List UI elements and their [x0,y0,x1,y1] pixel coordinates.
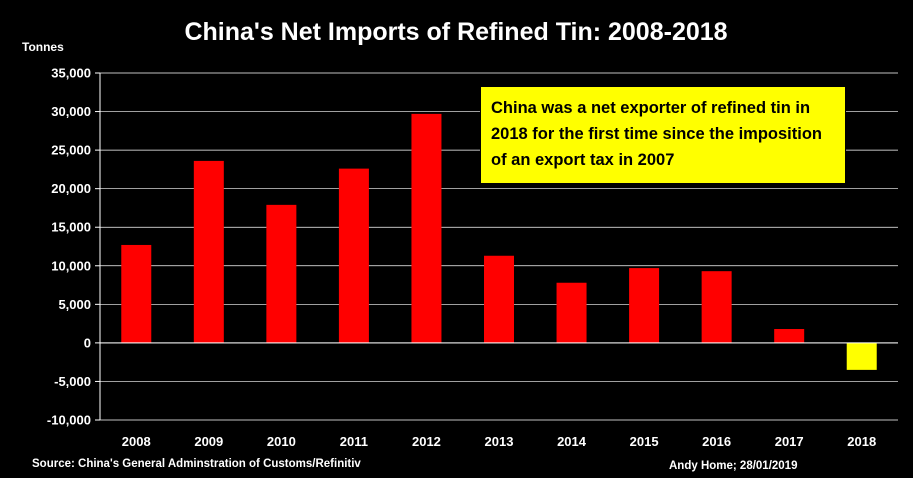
x-tick-label: 2015 [630,434,659,449]
x-axis-ticks: 2008 2009 2010 2011 2012 2013 2014 2015 2016 2017… [122,434,876,449]
x-tick-label: 2017 [775,434,804,449]
x-tick-label: 2009 [194,434,223,449]
author-note: Andy Home; 28/01/2019 [669,460,798,472]
x-tick-label: 2010 [267,434,296,449]
bar-2008 [121,244,152,343]
x-tick-label: 2011 [340,434,368,449]
y-tick-label: 15,000 [51,220,91,235]
x-tick-label: 2013 [485,434,514,449]
bar-2012 [411,113,442,343]
bar-2018 [846,342,877,370]
y-tick-label: 30,000 [51,104,91,119]
x-tick-label: 2018 [847,434,876,449]
x-tick-label: 2008 [122,434,151,449]
bar-2009 [193,160,224,343]
source-note: Source: China's General Adminstration of… [32,458,361,470]
chart-title: China's Net Imports of Refined Tin: 2008… [184,18,727,46]
x-tick-label: 2014 [557,434,587,449]
x-tick-label: 2016 [702,434,731,449]
y-tick-label: 5,000 [58,297,91,312]
bar-2014 [556,282,587,343]
y-tick-label: 10,000 [51,258,91,273]
bar-2013 [484,255,514,343]
y-tick-label: 25,000 [51,143,91,158]
y-tick-label: 20,000 [51,181,91,196]
bars [121,113,877,370]
bar-2016 [701,271,732,343]
bar-2011 [338,168,369,343]
y-tick-label: -10,000 [47,413,91,428]
bar-2010 [266,204,297,343]
x-tick-label: 2012 [412,434,441,449]
bar-2015 [629,268,660,343]
annotation-callout: China was a net exporter of refined tin … [480,86,846,184]
y-axis-ticks: -10,000 -5,000 0 5,000 10,000 15,000 20,000 25,… [47,66,100,428]
y-tick-label: 35,000 [51,66,91,81]
y-tick-label: 0 [84,335,91,350]
bar-2017 [774,329,805,343]
y-tick-label: -5,000 [54,374,91,389]
y-axis-label: Tonnes [22,40,64,54]
